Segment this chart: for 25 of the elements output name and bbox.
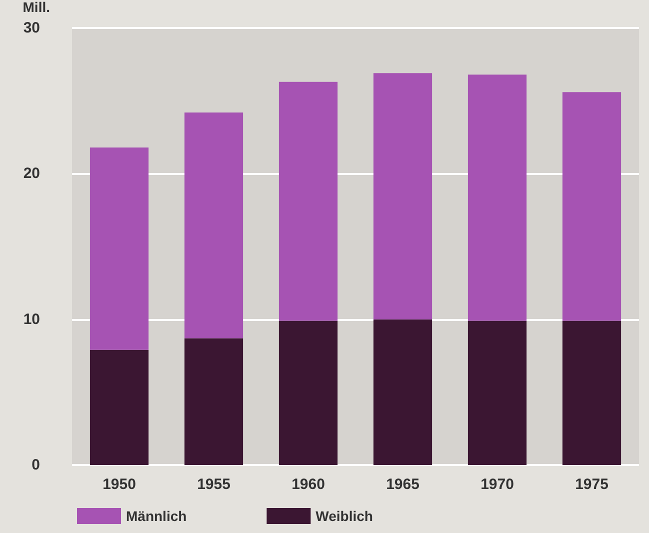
bar [90,350,149,465]
bar [562,320,622,465]
bar [184,112,244,338]
y-tick-label: 20 [23,165,40,182]
y-axis-title: Mill. [22,0,50,15]
x-tick-label: 1965 [386,476,420,493]
legend-label: Weiblich [316,508,373,524]
x-tick-label: 1960 [292,476,325,493]
bar [278,82,338,321]
y-tick-label: 30 [23,20,40,36]
bar [468,74,527,321]
bar [562,92,622,321]
bar [373,73,432,320]
y-tick-label: 0 [32,456,40,474]
x-tick-label: 1955 [197,476,230,493]
legend-label: Männlich [126,508,187,524]
bar [90,147,149,350]
bar [184,338,244,465]
y-tick-label: 10 [23,310,40,328]
x-tick-label: 1975 [575,476,608,493]
bar [373,319,432,465]
bar [278,320,338,465]
x-tick-label: 1970 [480,476,514,493]
bar [468,320,527,465]
x-tick-label: 1950 [102,476,136,493]
